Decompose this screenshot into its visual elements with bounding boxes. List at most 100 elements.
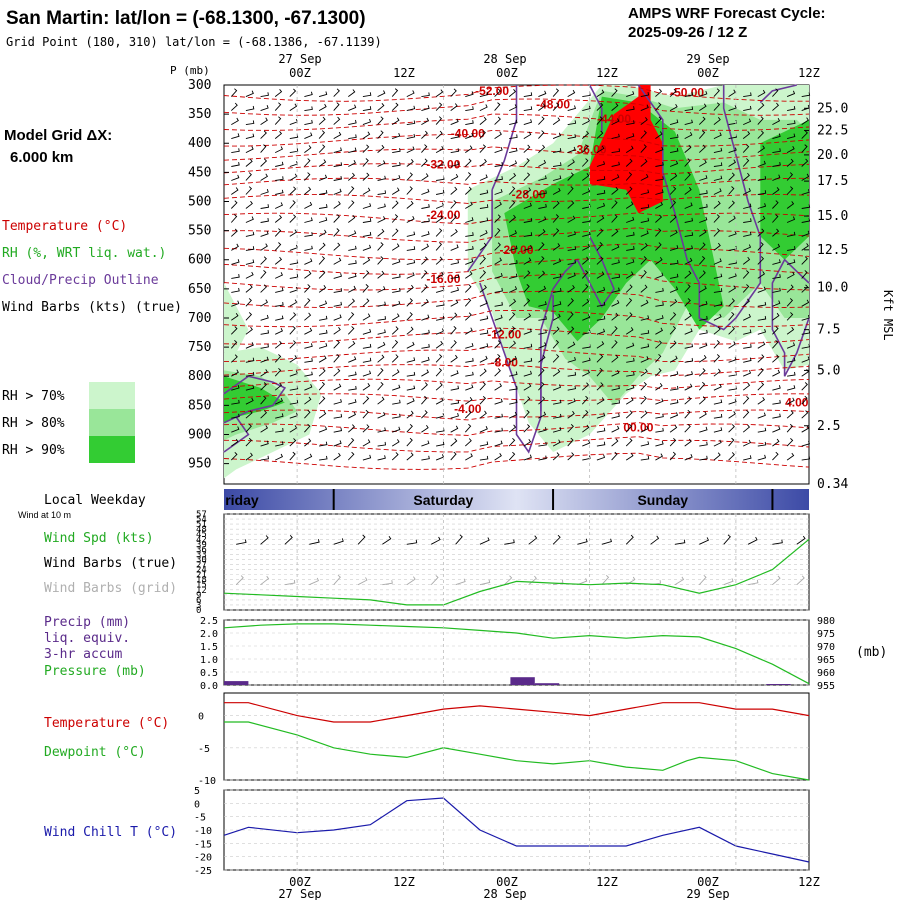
pressure-tick-label: 965 — [817, 655, 835, 666]
wind-barb — [245, 259, 255, 265]
wind-barb — [450, 287, 459, 293]
wind-barb — [757, 176, 767, 181]
wind-barb — [713, 147, 723, 154]
wind-barb — [231, 399, 240, 405]
pressure-tick-label: 800 — [188, 369, 211, 384]
surface-wind-barb — [650, 535, 660, 545]
pressure-frame — [223, 619, 810, 686]
isotherm-line — [223, 309, 810, 328]
wind-barb — [450, 385, 460, 391]
wind-barb — [391, 187, 400, 195]
wind-barb — [655, 315, 664, 321]
wind-barb — [464, 312, 472, 321]
wind-barb — [772, 399, 781, 405]
wind-barb — [231, 274, 240, 279]
wind-barb — [508, 214, 517, 223]
wind-barb — [275, 328, 284, 335]
wind-barb — [231, 133, 240, 140]
wind-barb — [523, 158, 530, 167]
wind-barb — [274, 116, 282, 125]
wind-barb — [640, 395, 647, 405]
wind-barb — [625, 423, 633, 433]
wind-barb — [450, 103, 458, 111]
wind-barb — [465, 201, 473, 209]
pressure-tick-label: 750 — [188, 340, 211, 355]
wind-barb — [406, 133, 416, 140]
wind-barb — [699, 216, 708, 223]
wind-barb — [538, 103, 546, 111]
wind-barb — [231, 148, 240, 154]
wind-barb — [801, 117, 809, 125]
wind-barb — [392, 300, 401, 307]
wind-barb — [450, 244, 459, 251]
wind-barb — [728, 356, 737, 363]
wind-barb — [772, 438, 780, 447]
isotherm-line — [223, 163, 810, 175]
wind-barb — [640, 425, 649, 433]
wind-barb — [655, 102, 662, 111]
precip-tick-label: 0.0 — [200, 681, 218, 692]
wind-barb — [728, 326, 735, 335]
wind-barb — [523, 313, 532, 321]
wind-barb — [640, 158, 648, 167]
wind-barb — [406, 172, 413, 181]
wind-barb — [465, 453, 473, 461]
wind-barb — [494, 257, 503, 265]
wind-barb — [655, 131, 663, 139]
wind-barb — [508, 326, 516, 335]
wind-barb — [333, 188, 342, 195]
wind-barb — [494, 413, 503, 419]
wind-barb — [523, 343, 533, 349]
grid-wind-barb — [406, 576, 416, 586]
wind-barb — [581, 270, 589, 279]
wind-barb — [743, 218, 752, 223]
wind-barb — [786, 437, 794, 447]
wind-barb — [728, 285, 737, 293]
wind-barb — [728, 424, 735, 433]
precip-bar — [766, 684, 791, 685]
wind-barb — [567, 259, 577, 265]
wind-barb — [406, 159, 414, 167]
grid-wind-barb — [674, 576, 685, 586]
wind-barb — [435, 102, 443, 111]
wind-barb — [611, 274, 621, 279]
wind-barb — [801, 382, 808, 391]
wind-barb — [318, 116, 326, 125]
wind-barb — [684, 298, 691, 307]
pressure-tick-label: 970 — [817, 642, 835, 653]
wind-barb — [333, 327, 341, 335]
wind-barb — [465, 258, 474, 265]
wind-barb — [508, 437, 516, 447]
wind-barb — [582, 203, 591, 209]
wind-barb — [567, 356, 576, 363]
height-tick-label: 0.34 — [817, 477, 848, 492]
wind-barb — [625, 410, 633, 419]
wind-barb — [523, 244, 533, 251]
wind-barb — [538, 441, 547, 447]
wind-barb — [333, 176, 343, 181]
wind-barb — [289, 173, 298, 181]
wind-barb — [377, 130, 384, 139]
wind-barb — [596, 328, 606, 335]
wind-barb — [318, 342, 328, 349]
wind-barb — [245, 172, 252, 181]
wind-tick-label: 54 — [196, 515, 207, 525]
wind-barb — [421, 130, 428, 139]
wind-barb — [450, 118, 459, 126]
wind-barb — [450, 148, 460, 154]
wind-barb — [304, 312, 312, 321]
wind-barb — [509, 245, 518, 251]
wind-barb — [698, 130, 706, 139]
isotherm-line — [223, 98, 810, 116]
wind-barb — [377, 190, 387, 195]
wind-barb — [538, 190, 547, 195]
wind-barb — [391, 88, 399, 97]
wind-barb — [743, 203, 752, 209]
wind-tick-label: 15 — [196, 581, 207, 591]
wind-barb — [362, 106, 372, 112]
wind-barb — [713, 354, 721, 363]
wind-barb — [742, 270, 750, 279]
wind-barb — [567, 134, 577, 140]
isotherm-label: -52.00 — [475, 84, 509, 98]
wind-barb — [640, 356, 649, 363]
